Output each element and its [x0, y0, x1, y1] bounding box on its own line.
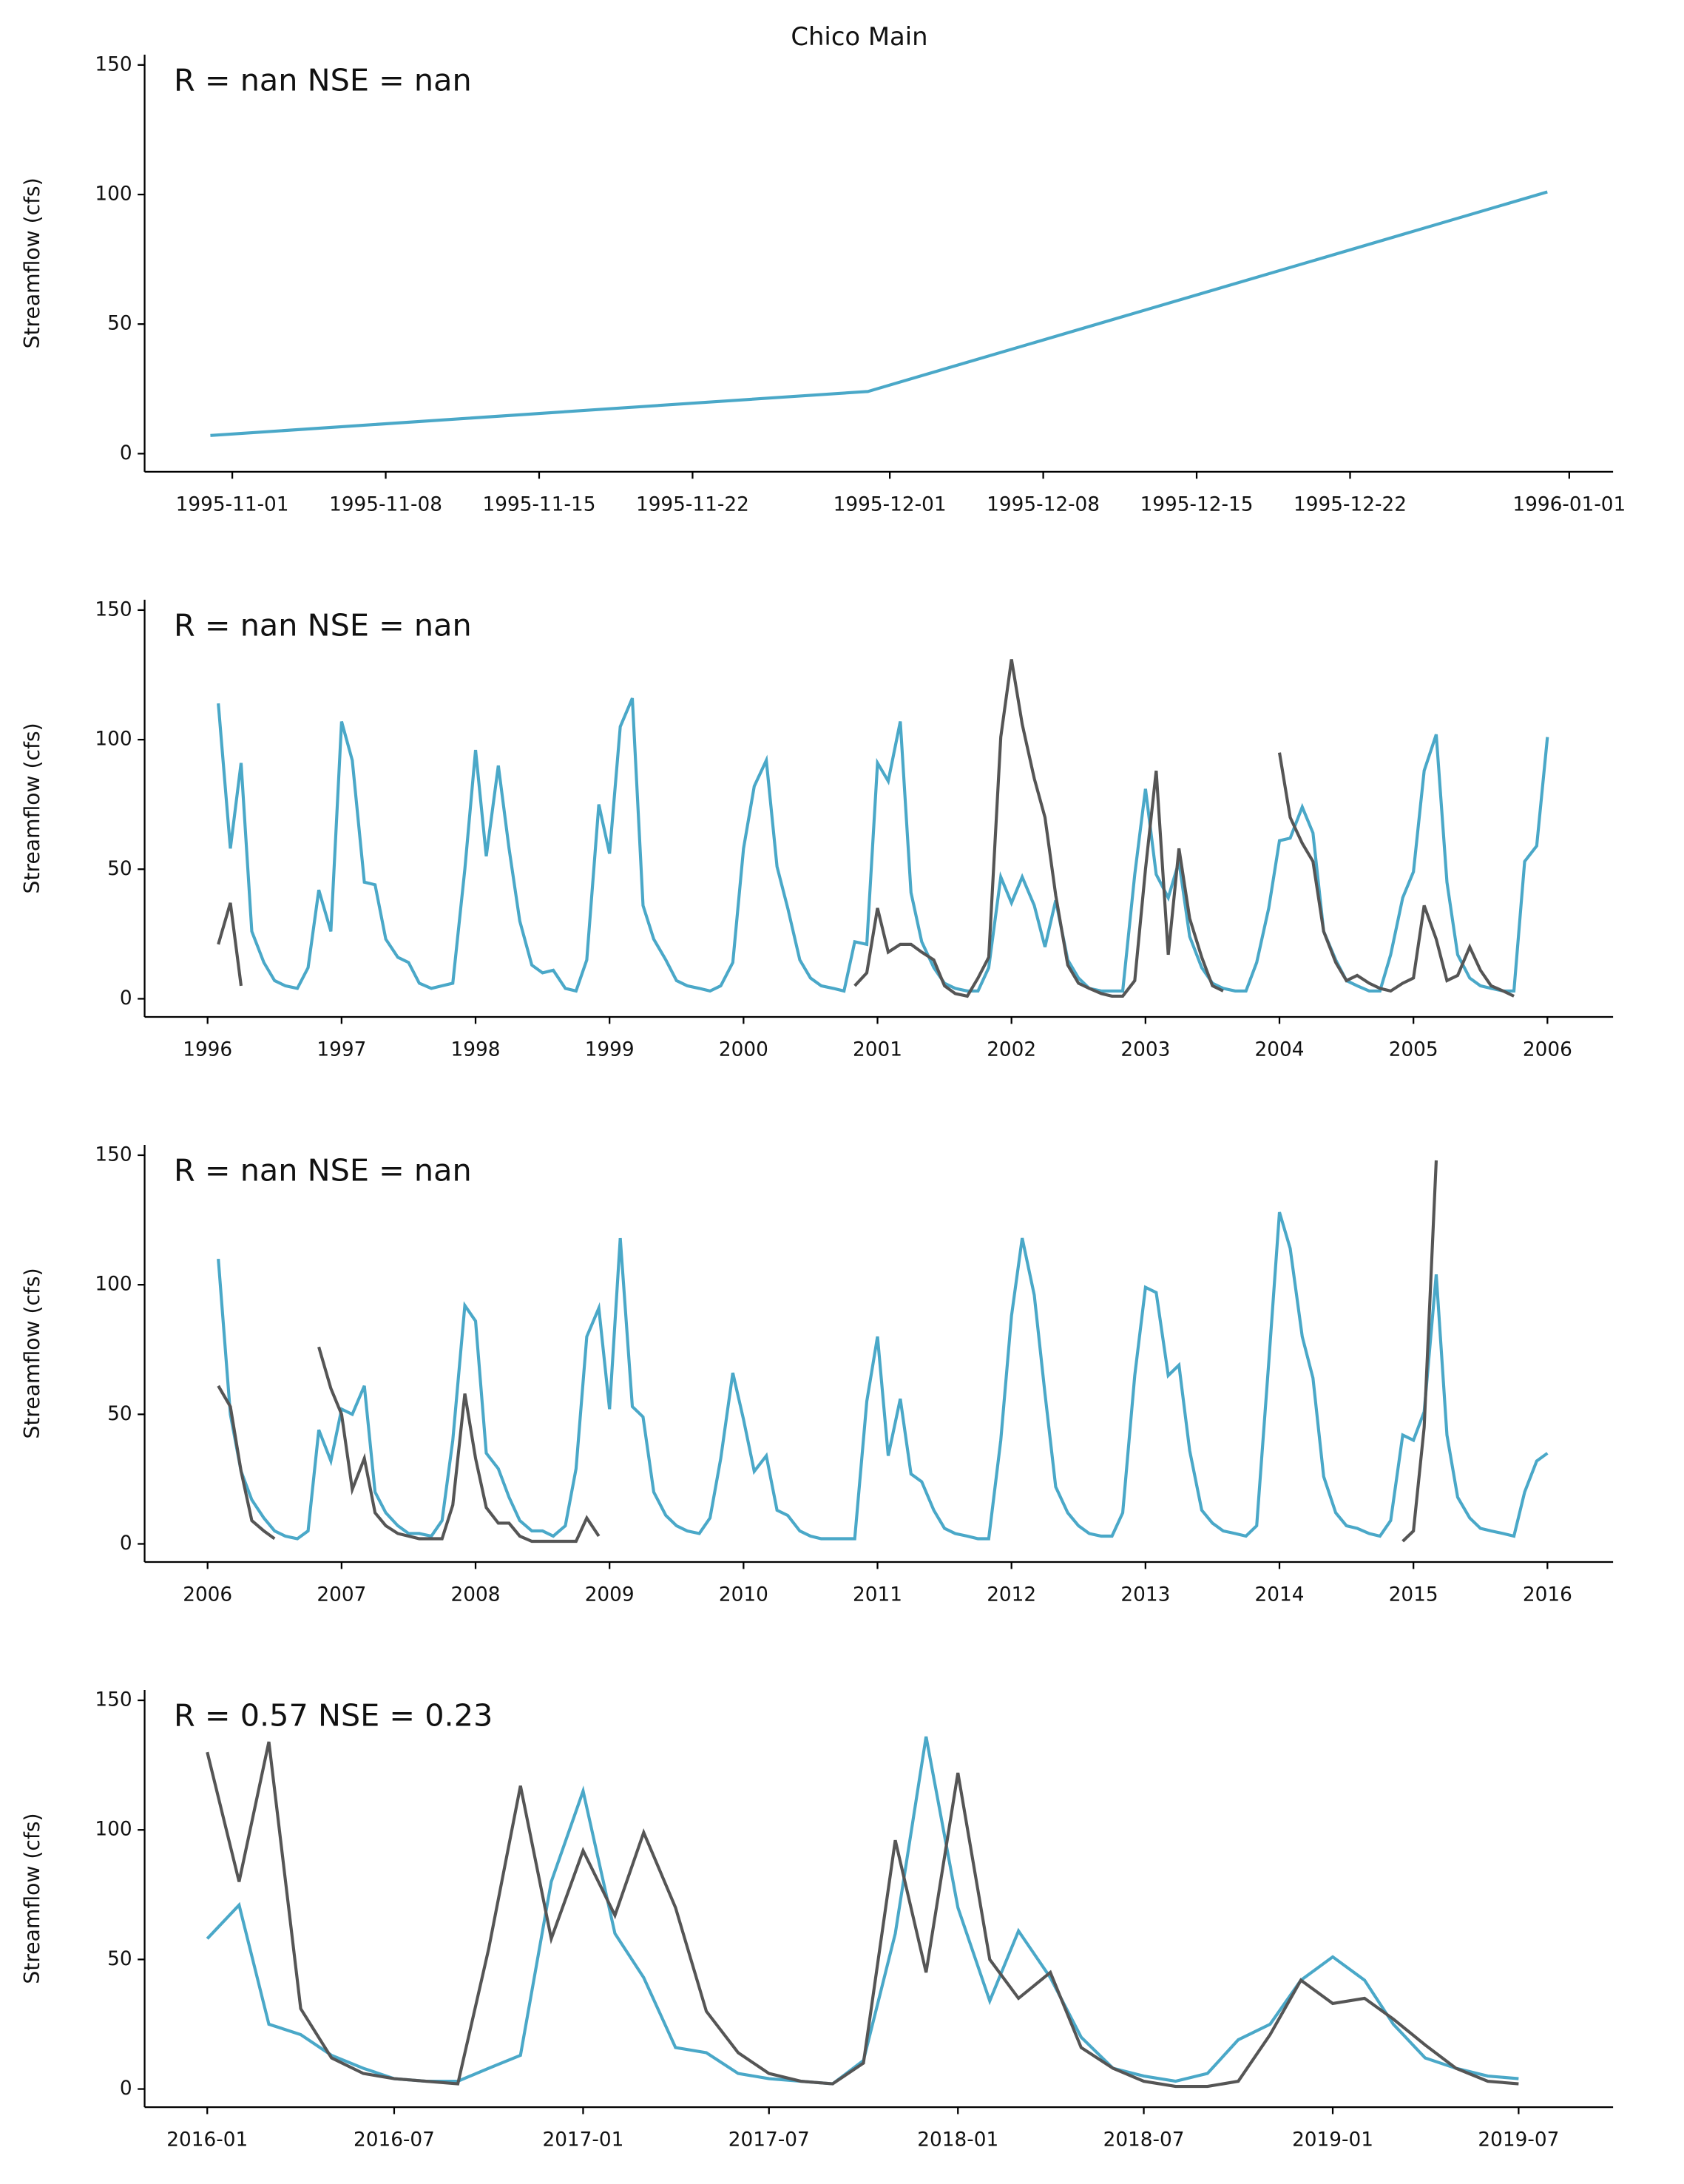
y-tick-label: 100 — [95, 1274, 132, 1296]
y-tick-label: 150 — [95, 53, 132, 75]
x-tick-label: 1995-12-15 — [1140, 494, 1254, 516]
x-tick-label: 2008 — [451, 1584, 501, 1606]
x-tick-label: 2001 — [853, 1039, 902, 1061]
annotation: R = nan NSE = nan — [174, 62, 472, 98]
y-tick-label: 0 — [120, 442, 132, 464]
x-tick-label: 2005 — [1389, 1039, 1438, 1061]
series-line — [217, 659, 1515, 998]
x-tick-label: 2012 — [987, 1584, 1036, 1606]
y-tick-label: 100 — [95, 728, 132, 751]
x-tick-label: 2016-07 — [354, 2129, 435, 2151]
x-tick-label: 2010 — [719, 1584, 768, 1606]
x-tick-label: 2017-07 — [728, 2129, 810, 2151]
y-tick-label: 0 — [120, 987, 132, 1010]
y-tick-label: 150 — [95, 1143, 132, 1166]
series-line — [217, 1160, 1438, 1544]
x-tick-label: 2000 — [719, 1039, 768, 1061]
x-tick-label: 1995-11-08 — [329, 494, 442, 516]
annotation: R = 0.57 NSE = 0.23 — [174, 1698, 493, 1734]
series-line — [217, 697, 1549, 993]
y-tick-label: 150 — [95, 598, 132, 621]
x-tick-label: 2002 — [987, 1039, 1036, 1061]
x-tick-label: 1997 — [317, 1039, 366, 1061]
x-tick-label: 2013 — [1120, 1584, 1170, 1606]
x-tick-label: 2018-07 — [1103, 2129, 1185, 2151]
x-tick-label: 1996-01-01 — [1512, 494, 1626, 516]
x-tick-label: 1998 — [451, 1039, 501, 1061]
x-tick-label: 2006 — [1523, 1039, 1572, 1061]
x-tick-label: 1995-11-15 — [483, 494, 596, 516]
x-tick-label: 2019-01 — [1292, 2129, 1373, 2151]
y-tick-label: 0 — [120, 1532, 132, 1555]
x-tick-label: 1999 — [585, 1039, 635, 1061]
x-tick-label: 2019-07 — [1478, 2129, 1559, 2151]
y-tick-label: 150 — [95, 1689, 132, 1711]
y-tick-label: 100 — [95, 1819, 132, 1841]
y-tick-label: 50 — [107, 1403, 132, 1425]
x-tick-label: 2016 — [1523, 1584, 1572, 1606]
y-tick-label: 0 — [120, 2077, 132, 2100]
series-line — [206, 1741, 1519, 2089]
figure-title: Chico Main — [791, 22, 927, 51]
x-tick-label: 1995-12-08 — [987, 494, 1100, 516]
y-tick-label: 50 — [107, 1948, 132, 1970]
y-tick-label: 50 — [107, 858, 132, 880]
x-tick-label: 2007 — [317, 1584, 366, 1606]
y-axis-label: Streamflow (cfs) — [20, 178, 44, 348]
x-tick-label: 2006 — [183, 1584, 232, 1606]
y-tick-label: 50 — [107, 313, 132, 335]
x-tick-label: 1995-12-01 — [833, 494, 947, 516]
y-axis-label: Streamflow (cfs) — [20, 723, 44, 893]
x-tick-label: 2011 — [853, 1584, 902, 1606]
x-tick-label: 1995-11-22 — [636, 494, 749, 516]
x-tick-label: 2003 — [1120, 1039, 1170, 1061]
x-tick-label: 2017-01 — [542, 2129, 623, 2151]
x-tick-label: 2004 — [1255, 1039, 1305, 1061]
x-tick-label: 2016-01 — [166, 2129, 248, 2151]
y-axis-label: Streamflow (cfs) — [20, 1813, 44, 1984]
series-line — [210, 190, 1548, 437]
x-tick-label: 1995-11-01 — [176, 494, 289, 516]
x-tick-label: 1995-12-22 — [1294, 494, 1407, 516]
annotation: R = nan NSE = nan — [174, 1153, 472, 1189]
x-tick-label: 2009 — [585, 1584, 635, 1606]
x-tick-label: 2018-01 — [917, 2129, 998, 2151]
x-tick-label: 1996 — [183, 1039, 232, 1061]
y-axis-label: Streamflow (cfs) — [20, 1268, 44, 1438]
series-line — [206, 1736, 1519, 2086]
y-tick-label: 100 — [95, 183, 132, 206]
series-line — [217, 1211, 1549, 1541]
x-tick-label: 2015 — [1389, 1584, 1438, 1606]
x-tick-label: 2014 — [1255, 1584, 1305, 1606]
annotation: R = nan NSE = nan — [174, 607, 472, 643]
